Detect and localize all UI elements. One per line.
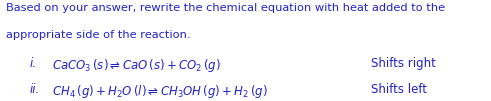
Text: $CH_4\,(g) + H_2O\,(l) \rightleftharpoons CH_3OH\,(g) + H_2\,(g)$: $CH_4\,(g) + H_2O\,(l) \rightleftharpoon… [52, 83, 267, 100]
Text: Shifts right: Shifts right [371, 57, 436, 70]
Text: ii.: ii. [29, 83, 40, 96]
Text: i.: i. [29, 57, 36, 70]
Text: Shifts left: Shifts left [371, 83, 427, 96]
Text: appropriate side of the reaction.: appropriate side of the reaction. [6, 30, 191, 40]
Text: Based on your answer, rewrite the chemical equation with heat added to the: Based on your answer, rewrite the chemic… [6, 3, 445, 13]
Text: $CaCO_3\,(s) \rightleftharpoons CaO\,(s) + CO_2\,(g)$: $CaCO_3\,(s) \rightleftharpoons CaO\,(s)… [52, 57, 220, 74]
